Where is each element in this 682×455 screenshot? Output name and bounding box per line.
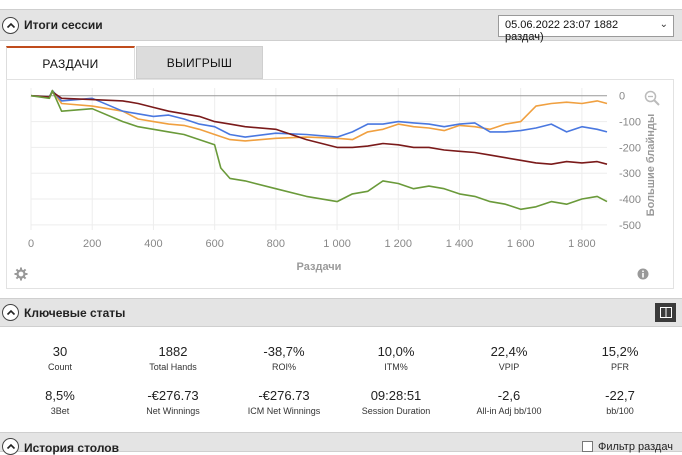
x-tick-label: 1 800 [568,238,596,250]
x-tick-label: 1 600 [507,238,535,250]
stat-label: Session Duration [361,406,431,416]
x-tick-label: 1 400 [446,238,474,250]
session-summary-title: Итоги сессии [24,18,103,32]
stat-session-duration: 09:28:51 Session Duration [341,388,451,416]
stat-label: 3Bet [50,406,70,416]
table-history-header: История столов Фильтр раздач [0,432,682,455]
chevron-up-icon [6,443,15,449]
stat-value: -€276.73 [147,388,199,403]
stat-value: 22,4% [490,344,528,359]
series-line-2 [30,89,608,138]
series-line-3 [30,91,608,165]
stat-value: 8,5% [45,388,75,403]
stat-3bet: 8,5% 3Bet [5,388,115,416]
filter-hands-checkbox[interactable] [582,441,593,452]
x-axis-title: Раздачи [297,261,342,273]
stat-pfr: 15,2% PFR [565,344,675,372]
stat-roi: -38,7% ROI% [229,344,339,372]
stat-label: Total Hands [149,362,197,372]
columns-toggle-icon[interactable] [655,303,676,322]
x-tick-label: 0 [28,238,34,250]
x-tick-label: 1 000 [323,238,351,250]
stat-allin-adj-bb100: -2,6 All-in Adj bb/100 [454,388,564,416]
stat-value: 30 [52,344,68,359]
tab-winnings-label: ВЫИГРЫШ [166,55,233,70]
stat-bb100: -22,7 bb/100 [565,388,675,416]
collapse-table-history-button[interactable] [2,438,19,455]
key-stats-title: Ключевые статы [24,306,126,320]
stat-label: PFR [611,362,629,372]
session-select[interactable]: 05.06.2022 23:07 1882 раздач) ⌄ [498,15,674,43]
stat-net-winnings: -€276.73 Net Winnings [118,388,228,416]
stat-icm-net-winnings: -€276.73 ICM Net Winnings [229,388,339,416]
stat-label: Net Winnings [146,406,200,416]
stat-itm: 10,0% ITM% [341,344,451,372]
table-history-title: История столов [24,441,119,455]
session-chart: 0 200 400 600 800 1 000 1 200 1 400 1 600 1 800 0 -… [28,88,657,273]
stat-value: -22,7 [605,388,635,403]
collapse-key-stats-button[interactable] [2,304,19,321]
stat-label: All-in Adj bb/100 [476,406,542,416]
stat-label: ICM Net Winnings [247,406,321,416]
x-tick-label: 400 [144,238,162,250]
stat-value: 09:28:51 [370,388,422,403]
stat-label: ROI% [271,362,296,372]
stat-vpip: 22,4% VPIP [454,344,564,372]
x-tick-label: 1 200 [385,238,413,250]
tab-winnings[interactable]: ВЫИГРЫШ [136,46,263,79]
collapse-session-button[interactable] [2,17,19,34]
chevron-up-icon [6,309,15,315]
stat-value: -€276.73 [258,388,310,403]
y-tick-label: -100 [619,117,641,129]
x-tick-label: 800 [267,238,285,250]
key-stats-header: Ключевые статы [0,298,682,327]
session-summary-header: Итоги сессии 05.06.2022 23:07 1882 разда… [0,9,682,43]
stat-value: -38,7% [263,344,305,359]
series-line-1 [30,89,608,142]
stat-label: Count [47,362,73,372]
session-select-value: 05.06.2022 23:07 1882 раздач) [505,19,619,43]
x-tick-label: 600 [205,238,223,250]
x-tick-label: 200 [83,238,101,250]
stat-total-hands: 1882 Total Hands [118,344,228,372]
y-tick-label: -400 [619,194,641,206]
y-axis-title: Большие блайнды [645,114,657,217]
stat-value: 10,0% [377,344,415,359]
stat-value: 1882 [158,344,188,359]
chart-container: 0 200 400 600 800 1 000 1 200 1 400 1 600 1 800 0 -… [6,79,674,289]
series-line-4 [30,89,608,211]
filter-hands-label: Фильтр раздач [598,441,673,453]
tab-hands[interactable]: РАЗДАЧИ [6,46,135,79]
chevron-up-icon [6,22,15,28]
gear-icon[interactable] [14,267,28,286]
stat-value: -2,6 [497,388,521,403]
stat-label: VPIP [498,362,520,372]
info-icon[interactable] [637,267,649,285]
tab-hands-label: РАЗДАЧИ [42,56,99,71]
y-tick-label: -300 [619,168,641,180]
y-tick-label: 0 [619,91,625,103]
chevron-down-icon: ⌄ [659,19,668,30]
stat-count: 30 Count [5,344,115,372]
stat-label: bb/100 [606,406,634,416]
zoom-icon[interactable] [644,90,660,111]
stat-label: ITM% [384,362,408,372]
stat-value: 15,2% [601,344,639,359]
y-tick-label: -500 [619,220,641,232]
y-tick-label: -200 [619,142,641,154]
